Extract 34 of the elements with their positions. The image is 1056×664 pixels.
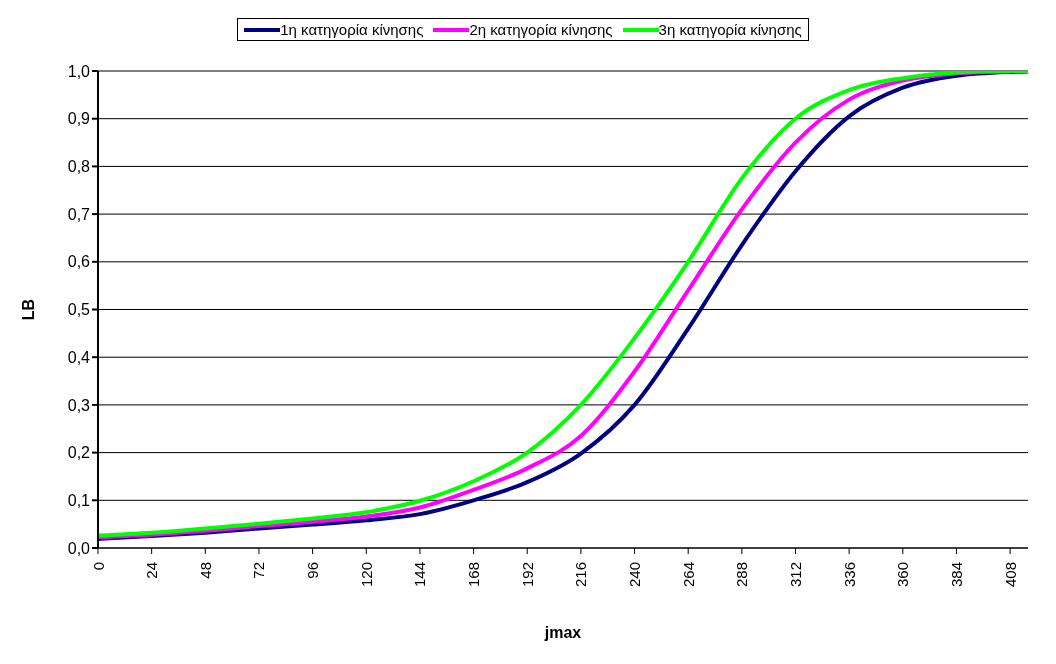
- y-tick-label: 0,5: [67, 301, 91, 319]
- x-axis-title: jmax: [543, 624, 582, 641]
- x-tick-label: 24: [143, 562, 161, 579]
- y-tick-label: 0,2: [67, 444, 91, 462]
- y-tick-label: 0,1: [67, 491, 91, 509]
- x-tick-label: 0: [89, 562, 107, 571]
- x-tick-label: 144: [411, 562, 429, 588]
- x-tick-label: 288: [733, 562, 751, 588]
- x-tick-label: 360: [894, 562, 912, 588]
- y-tick-label: 0,9: [67, 110, 91, 128]
- x-tick-label: 48: [196, 562, 214, 579]
- x-tick-label: 264: [679, 562, 697, 588]
- x-tick-label: 216: [572, 562, 590, 588]
- y-tick-label: 0,3: [67, 396, 91, 414]
- legend-label: 3η κατηγορία κίνησης: [658, 21, 802, 38]
- x-tick-label: 120: [357, 562, 375, 588]
- y-axis-title: LB: [19, 298, 37, 321]
- x-tick-label: 408: [1001, 562, 1019, 588]
- x-tick-label: 192: [518, 562, 536, 588]
- y-tick-label: 0,0: [67, 539, 91, 557]
- x-tick-label: 240: [626, 562, 644, 588]
- x-tick-label: 96: [304, 562, 322, 579]
- y-tick-label: 0,8: [67, 158, 91, 176]
- y-tick-label: 0,4: [67, 348, 91, 366]
- x-tick-label: 336: [840, 562, 858, 588]
- x-tick-label: 168: [465, 562, 483, 588]
- x-tick-label: 72: [250, 562, 268, 579]
- legend-label: 1η κατηγορία κίνησης: [280, 21, 424, 38]
- x-tick-label: 312: [787, 562, 804, 588]
- y-tick-label: 0,6: [67, 253, 91, 271]
- y-tick-label: 1,0: [67, 62, 91, 80]
- legend-label: 2η κατηγορία κίνησης: [469, 21, 613, 38]
- x-tick-label: 384: [947, 562, 965, 588]
- y-tick-label: 0,7: [67, 205, 91, 223]
